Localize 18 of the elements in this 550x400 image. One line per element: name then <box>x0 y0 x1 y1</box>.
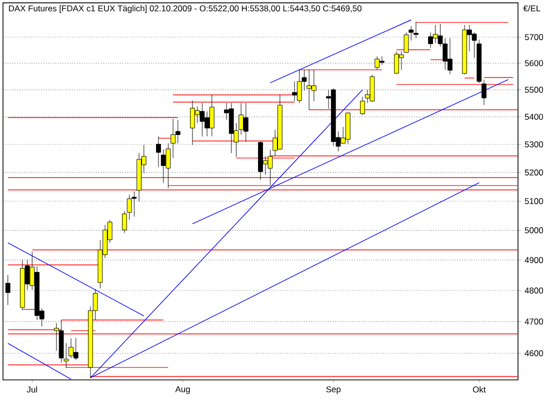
y-tick-label: 5700 <box>524 34 544 40</box>
y-tick-label: 5100 <box>524 198 544 204</box>
y-tick-label: 5400 <box>524 114 544 120</box>
x-tick-label: Sep <box>326 386 341 394</box>
x-tick-label: Aug <box>175 386 190 394</box>
y-tick-label: 4600 <box>524 350 544 356</box>
x-tick-label: Okt <box>472 386 486 393</box>
y-tick-label: 5600 <box>524 60 544 66</box>
y-tick-label: 4900 <box>524 257 544 264</box>
y-tick-label: 5000 <box>524 227 544 234</box>
y-tick-label: 4800 <box>524 288 544 294</box>
y-tick-label: 5200 <box>524 169 544 176</box>
y-tick-label: 5300 <box>524 141 544 148</box>
y-tick-label: 5500 <box>524 86 544 93</box>
chart-title: DAX Futures [FDAX c1 EUX Täglich] 02.10.2009 - O:5522,00 H:5538,00 L:5443,50 C:5469,50 <box>9 5 362 14</box>
y-tick-label: 4700 <box>524 318 544 325</box>
y-axis-title: €/EL <box>523 5 540 12</box>
x-tick-label: Jul <box>26 386 37 393</box>
